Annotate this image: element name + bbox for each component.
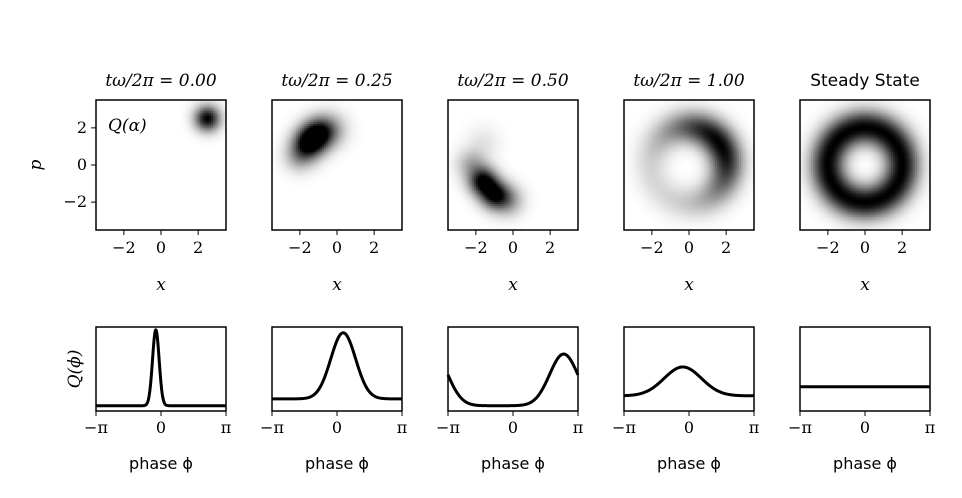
- density-image: [272, 100, 364, 188]
- panel-title: tω/2π = 0.50: [457, 71, 568, 91]
- panel-annotation: Q(α): [108, 116, 147, 136]
- x-tick-label: 0: [156, 418, 166, 437]
- x-tick-label: −π: [436, 418, 460, 437]
- x-tick-label: 0: [684, 418, 694, 437]
- x-tick-label: −2: [112, 238, 136, 257]
- x-tick-label: 0: [684, 238, 694, 257]
- x-tick-label: 2: [897, 238, 907, 257]
- x-tick-label: 0: [156, 238, 166, 257]
- heatmap-panel-3: −2 0 2 x tω/2π = 0.50: [447, 71, 579, 295]
- x-tick-label: −2: [464, 238, 488, 257]
- x-tick-label: 0: [332, 418, 342, 437]
- q-phi-curve: [446, 352, 580, 408]
- heatmap-panel-1: −2 0 2 x tω/2π = 0.00 2 0 −2 p Q(α): [26, 71, 227, 295]
- phase-panel-3: −π 0 π phase ϕ: [436, 326, 584, 473]
- x-tick-label: 0: [860, 238, 870, 257]
- x-axis-label: x: [860, 275, 870, 295]
- x-tick-label: −2: [288, 238, 312, 257]
- x-axis-label: x: [156, 275, 166, 295]
- x-tick-label: 2: [545, 238, 555, 257]
- x-tick-label: 2: [369, 238, 379, 257]
- x-tick-label: π: [749, 418, 760, 437]
- x-tick-label: 0: [860, 418, 870, 437]
- x-axis-label: phase ϕ: [481, 454, 545, 473]
- heatmap-panel-5: −2 0 2 x Steady State: [799, 71, 931, 295]
- x-axis-label: x: [332, 275, 342, 295]
- panel-title: tω/2π = 0.25: [281, 71, 392, 91]
- x-axis-label: x: [684, 275, 694, 295]
- phase-panel-1: −π 0 π phase ϕ Q(ϕ): [65, 326, 232, 473]
- x-tick-label: −π: [84, 418, 108, 437]
- x-tick-label: −2: [640, 238, 664, 257]
- panel-title: tω/2π = 0.00: [105, 71, 216, 91]
- y-tick-label: 0: [77, 155, 87, 174]
- x-tick-label: −π: [788, 418, 812, 437]
- q-phi-curve: [271, 331, 403, 401]
- x-tick-label: π: [397, 418, 408, 437]
- density-image: [448, 114, 540, 231]
- axes-frame: [447, 326, 579, 412]
- x-axis-label: phase ϕ: [305, 454, 369, 473]
- x-tick-label: π: [573, 418, 584, 437]
- density-image: [179, 100, 227, 147]
- x-tick-label: π: [221, 418, 232, 437]
- x-tick-label: π: [925, 418, 936, 437]
- heatmap-panel-4: −2 0 2 x tω/2π = 1.00: [623, 71, 755, 295]
- density-image: [800, 100, 931, 231]
- panel-title: Steady State: [810, 71, 920, 91]
- x-axis-label: phase ϕ: [657, 454, 721, 473]
- x-axis-label: phase ϕ: [129, 454, 193, 473]
- x-axis-label: x: [508, 275, 518, 295]
- x-tick-label: 2: [193, 238, 203, 257]
- x-tick-label: 0: [508, 418, 518, 437]
- x-tick-label: −2: [816, 238, 840, 257]
- x-tick-label: 2: [721, 238, 731, 257]
- x-tick-label: 0: [508, 238, 518, 257]
- density-image: [624, 100, 755, 231]
- y-axis-label: Q(ϕ): [65, 350, 85, 389]
- panel-title: tω/2π = 1.00: [633, 71, 744, 91]
- phase-panel-5: −π 0 π phase ϕ: [788, 326, 936, 473]
- y-axis-label: p: [26, 159, 46, 170]
- q-phi-curve: [95, 328, 227, 408]
- heatmap-panel-2: −2 0 2 x tω/2π = 0.25: [271, 71, 403, 295]
- y-tick-label: −2: [63, 192, 87, 211]
- phase-panel-4: −π 0 π phase ϕ: [612, 326, 760, 473]
- phase-panel-2: −π 0 π phase ϕ: [260, 326, 408, 473]
- q-phi-curve: [623, 365, 755, 398]
- x-tick-label: −π: [612, 418, 636, 437]
- x-tick-label: 0: [332, 238, 342, 257]
- x-tick-label: −π: [260, 418, 284, 437]
- axes-frame: [799, 326, 931, 412]
- y-tick-label: 2: [77, 118, 87, 137]
- x-axis-label: phase ϕ: [833, 454, 897, 473]
